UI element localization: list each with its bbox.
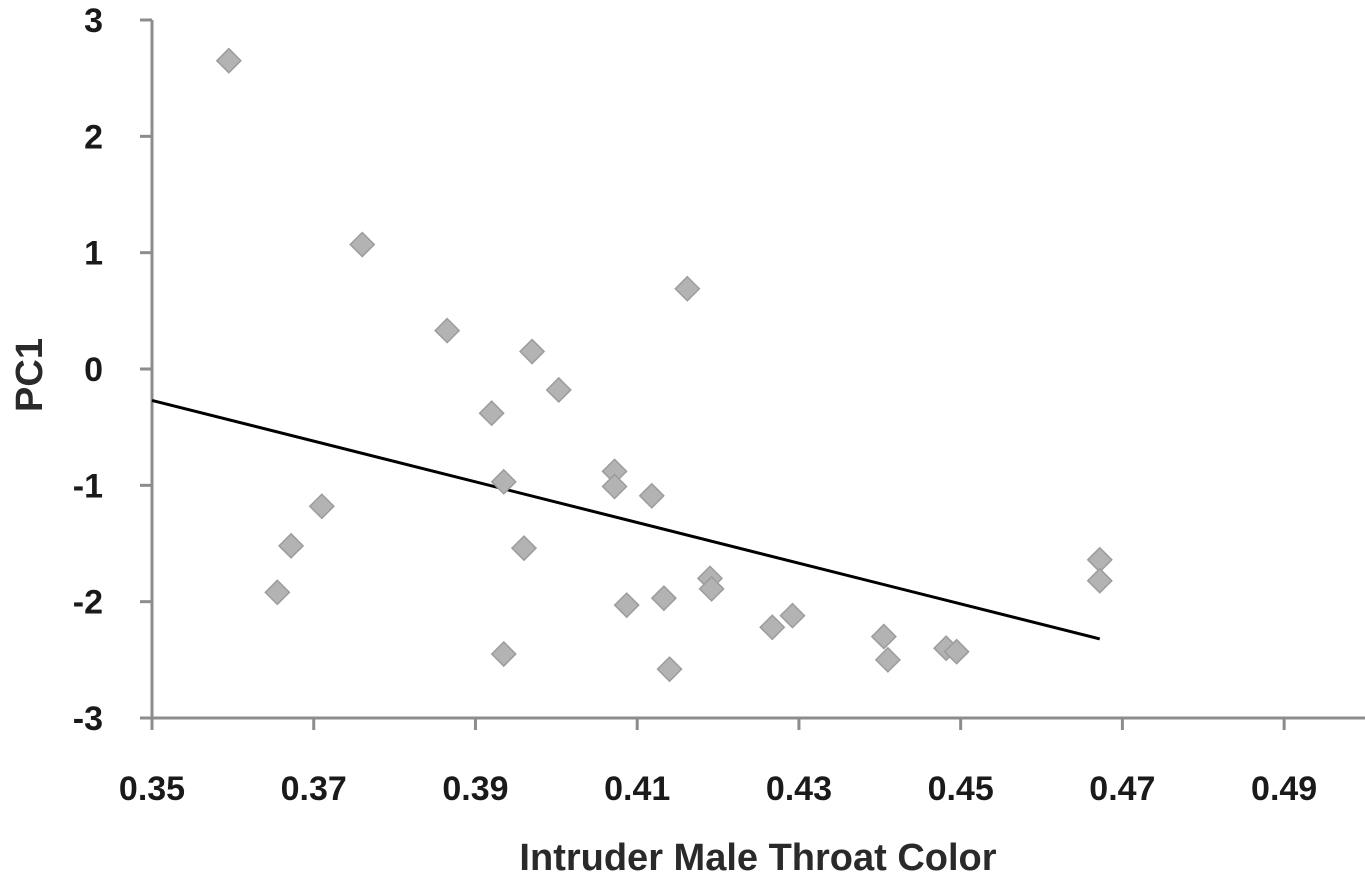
data-point: [215, 47, 242, 74]
data-point: [278, 532, 305, 559]
data-point: [870, 623, 897, 650]
y-tick-label: -1: [73, 467, 103, 505]
y-tick-label: 2: [84, 118, 103, 156]
data-point: [698, 575, 725, 602]
data-point: [656, 656, 683, 683]
data-point: [779, 602, 806, 629]
data-point: [510, 535, 538, 562]
y-tick-label: 1: [84, 235, 103, 273]
data-point: [308, 493, 335, 520]
data-point: [519, 338, 546, 365]
data-point: [874, 646, 901, 673]
x-tick-label: 0.35: [119, 770, 185, 808]
data-point: [650, 585, 677, 612]
data-point: [349, 231, 376, 258]
x-axis-title: Intruder Male Throat Color: [519, 837, 996, 875]
data-point: [601, 473, 628, 500]
data-point: [478, 400, 505, 427]
y-tick-label: -2: [73, 584, 103, 622]
x-tick-label: 0.39: [442, 770, 508, 808]
y-axis-title: PC1: [9, 338, 51, 412]
data-points: [215, 47, 1113, 683]
trendline-group: [151, 398, 1101, 641]
data-point: [434, 317, 461, 344]
trendline: [151, 398, 1101, 641]
x-tick-label: 0.43: [766, 770, 832, 808]
data-point: [490, 640, 517, 668]
data-point: [613, 592, 640, 619]
data-point: [943, 638, 970, 665]
y-tick-label: -3: [73, 700, 103, 738]
y-tick-label: 3: [84, 2, 103, 40]
data-point: [490, 468, 517, 495]
y-tick-label: 0: [84, 351, 103, 389]
data-point: [264, 579, 291, 606]
x-tick-label: 0.37: [281, 770, 347, 808]
axes: [140, 18, 1365, 730]
data-point: [674, 275, 701, 302]
x-tick-label: 0.45: [928, 770, 994, 808]
x-tick-label: 0.49: [1251, 770, 1317, 808]
tick-labels: 3 2 1 0 -1 -2 -3 0.35 0.37 0.39 0.41 0.43 0.45 0.47 0.…: [73, 2, 1317, 808]
x-tick-label: 0.41: [604, 770, 670, 808]
data-point: [638, 482, 665, 509]
data-point: [759, 614, 786, 641]
x-tick-label: 0.47: [1089, 770, 1155, 808]
data-point: [1086, 567, 1113, 594]
data-point: [545, 376, 572, 404]
